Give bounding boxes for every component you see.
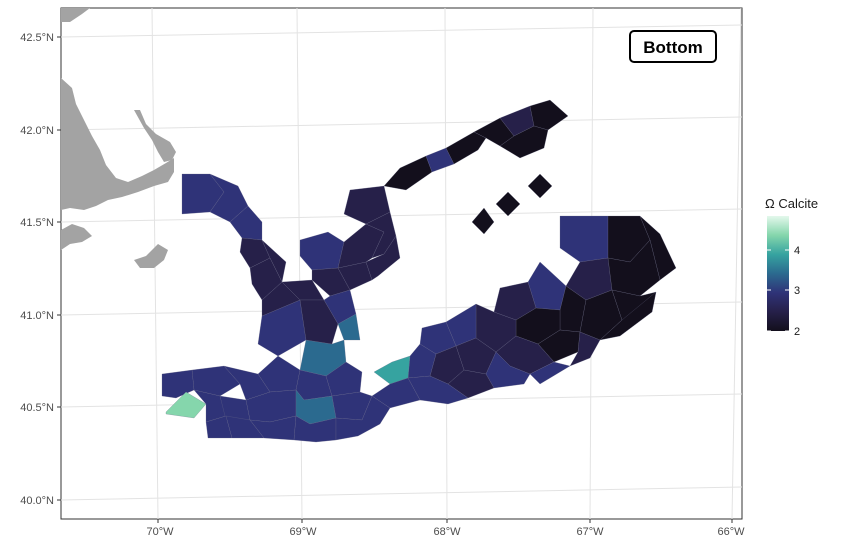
- calcite-cell: [529, 361, 571, 385]
- land-massachusetts-mainland: [61, 78, 174, 210]
- y-tick-label: 42.5°N: [20, 32, 54, 44]
- calcite-cell: [569, 331, 601, 367]
- calcite-cell: [337, 313, 361, 341]
- calcite-cell: [373, 355, 411, 385]
- y-axis: 42.5°N 42.0°N 41.5°N 41.0°N 40.5°N 40.0°…: [20, 32, 61, 507]
- land-new-hampshire: [61, 8, 90, 22]
- y-tick-label: 40.0°N: [20, 495, 54, 507]
- calcite-cell: [165, 391, 207, 419]
- calcite-cell: [343, 185, 391, 225]
- land: [61, 8, 176, 268]
- x-tick-label: 66°W: [717, 526, 745, 538]
- legend-tick-label: 3: [794, 285, 800, 297]
- legend-tick-label: 4: [794, 245, 800, 257]
- x-tick-label: 70°W: [146, 526, 174, 538]
- y-tick-label: 41.5°N: [20, 217, 54, 229]
- meridian-66w: [731, 8, 742, 519]
- legend-title: Ω Calcite: [765, 196, 818, 211]
- calcite-cells: [161, 99, 677, 443]
- calcite-cell: [639, 215, 677, 281]
- x-tick-label: 68°W: [433, 526, 461, 538]
- land-nantucket: [134, 244, 168, 268]
- calcite-cell: [529, 99, 569, 131]
- panel-label-box: Bottom: [629, 30, 717, 63]
- land-elizabeth-islands: [61, 224, 92, 250]
- calcite-cell: [299, 299, 339, 345]
- calcite-cell: [325, 361, 363, 397]
- calcite-cell: [527, 173, 553, 199]
- y-tick-label: 42.0°N: [20, 125, 54, 137]
- panel-label: Bottom: [643, 38, 702, 57]
- calcite-cell: [499, 125, 549, 159]
- land-cape-cod: [134, 110, 176, 162]
- parallel-42-5: [61, 24, 742, 38]
- parallel-42-0: [61, 116, 742, 131]
- y-tick-label: 41.0°N: [20, 310, 54, 322]
- parallel-41-5: [61, 208, 742, 223]
- calcite-cell: [495, 191, 521, 217]
- legend-tick-label: 2: [794, 326, 800, 338]
- calcite-cell: [599, 291, 657, 341]
- legend-colorbar: [767, 216, 789, 331]
- calcite-cell: [471, 207, 495, 235]
- calcite-cell: [335, 395, 391, 441]
- legend: Ω Calcite 2 3 4: [765, 196, 818, 338]
- calcite-cell: [447, 369, 495, 399]
- x-tick-label: 67°W: [576, 526, 604, 538]
- calcite-cell: [365, 235, 401, 281]
- x-tick-label: 69°W: [289, 526, 317, 538]
- x-axis: 70°W 69°W 68°W 67°W 66°W: [146, 519, 745, 538]
- calcite-cell: [229, 205, 263, 241]
- meridian-68w: [444, 8, 448, 519]
- calcite-cell: [537, 329, 581, 363]
- y-tick-label: 40.5°N: [20, 402, 54, 414]
